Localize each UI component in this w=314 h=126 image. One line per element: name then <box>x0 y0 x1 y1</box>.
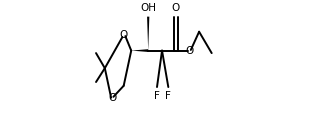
Text: F: F <box>165 91 171 101</box>
Text: OH: OH <box>140 3 156 13</box>
Text: O: O <box>119 30 127 40</box>
Text: O: O <box>108 93 116 103</box>
Text: F: F <box>154 91 160 101</box>
Text: O: O <box>185 46 193 56</box>
Text: O: O <box>172 3 180 13</box>
Polygon shape <box>131 49 148 52</box>
Polygon shape <box>147 17 149 51</box>
